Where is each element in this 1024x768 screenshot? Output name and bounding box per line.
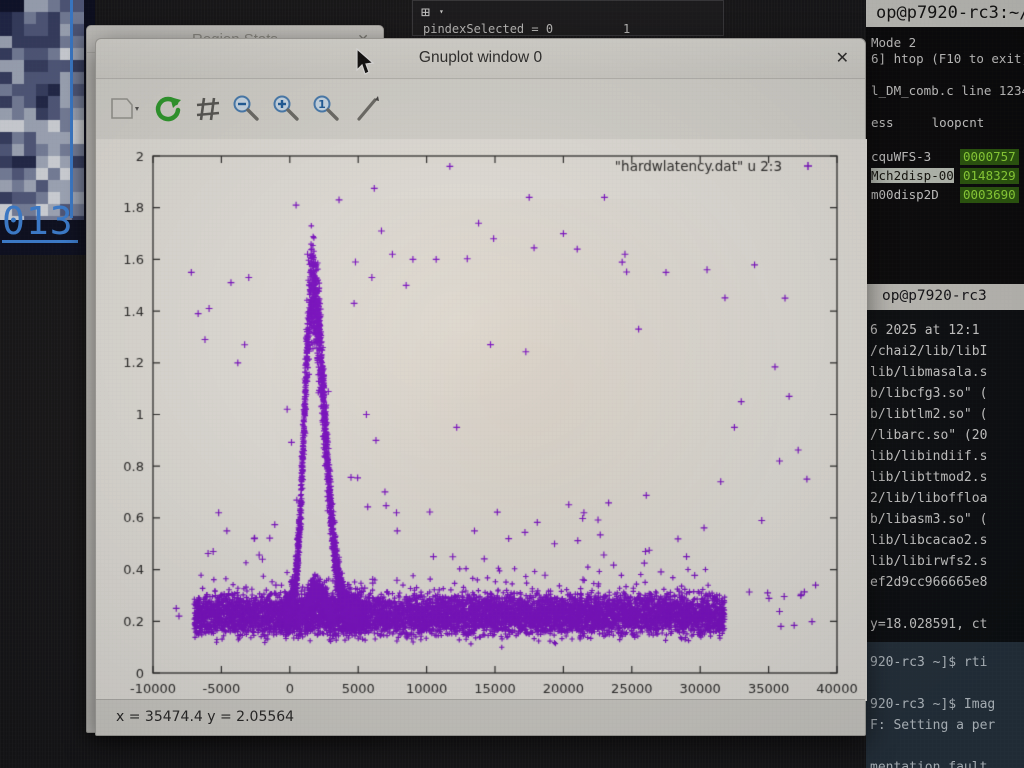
terminal-top-right-window: op@p7920-rc3:~/r Mode 2 6] htop (F10 to e… bbox=[866, 0, 1024, 284]
ruler-tool-button[interactable] bbox=[350, 93, 382, 125]
pen-icon bbox=[357, 96, 379, 121]
gnuplot-toolbar: 1 bbox=[96, 80, 865, 139]
process-table-row: m00disp2D 0003690 bbox=[871, 187, 1024, 204]
terminal-line bbox=[871, 99, 1024, 115]
terminal-line: lib/libcacao2.s bbox=[870, 533, 988, 548]
terminal-line: ef2d9cc966665e8 bbox=[870, 575, 988, 590]
mouse-cursor bbox=[356, 48, 375, 75]
terminal-prompt-line: mentation fault bbox=[870, 760, 988, 768]
terminal-line: Mode 2 bbox=[871, 35, 917, 50]
terminal-line: lib/libirwfs2.s bbox=[870, 554, 988, 569]
terminal-prompt-line bbox=[870, 673, 1024, 694]
terminal-line: b/libasm3.so" ( bbox=[870, 512, 988, 527]
process-table-row: Mch2disp-00 0148329 bbox=[871, 168, 1024, 185]
replot-button[interactable] bbox=[152, 93, 184, 125]
refresh-icon bbox=[155, 96, 181, 122]
terminal-prompt-line bbox=[870, 736, 1024, 757]
close-icon[interactable]: ✕ bbox=[835, 50, 849, 67]
gnuplot-plot-area[interactable] bbox=[96, 139, 867, 701]
terminal-content: 6 2025 at 12:1/chai2/lib/libI lib/libmasa… bbox=[866, 310, 1024, 642]
terminal-line: l_DM_comb.c line 1234 (f bbox=[871, 83, 1024, 98]
terminal-line: lib/libttmod2.s bbox=[870, 470, 988, 485]
terminal-line: 2/lib/liboffloa bbox=[870, 491, 988, 506]
export-icon bbox=[111, 98, 139, 119]
grid-toggle-button[interactable] bbox=[192, 93, 224, 125]
zoom-out-icon bbox=[233, 95, 259, 121]
terminal-titlebar[interactable]: op@p7920-rc3 bbox=[866, 284, 1024, 310]
zoom-reset-icon: 1 bbox=[313, 95, 339, 121]
terminal-right-window: op@p7920-rc3 6 2025 at 12:1/chai2/lib/li… bbox=[866, 284, 1024, 768]
terminal-prompt-area[interactable]: 920-rc3 ~]$ rti 920-rc3 ~]$ Imag F: Setti… bbox=[866, 642, 1024, 768]
svg-text:1: 1 bbox=[318, 98, 326, 111]
terminal-line: y=18.028591, ct bbox=[870, 617, 988, 632]
loopcnt-value: 0148329 bbox=[960, 168, 1019, 184]
terminal-line: 6] htop (F10 to exit) bbox=[871, 51, 1024, 66]
selection-border bbox=[70, 0, 73, 218]
zoom-out-button[interactable] bbox=[230, 93, 262, 125]
mouse-coordinates-statusbar: x = 35474.4 y = 2.05564 bbox=[96, 699, 865, 735]
terminal-output-line: pindexSelected = 0 bbox=[423, 22, 554, 36]
terminal-line: b/libcfg3.so" ( bbox=[870, 386, 988, 401]
loopcnt-value: 0000757 bbox=[960, 149, 1019, 165]
terminal-output-value: 1 bbox=[623, 22, 631, 36]
loopcnt-value: 0003690 bbox=[960, 187, 1019, 203]
zoom-reset-button[interactable]: 1 bbox=[310, 93, 342, 125]
gnuplot-titlebar[interactable]: Gnuplot window 0 ✕ bbox=[96, 39, 865, 79]
caret-down-icon: ▾ bbox=[439, 7, 444, 16]
export-button[interactable] bbox=[108, 93, 140, 125]
grid-menu-icon[interactable]: ⊞ bbox=[421, 3, 431, 21]
terminal-line: lib/libmasala.s bbox=[870, 365, 988, 380]
terminal-prompt-line: 920-rc3 ~]$ rti bbox=[870, 655, 988, 670]
terminal-line: 6 2025 at 12:1 bbox=[870, 323, 980, 338]
terminal-line: lib/libindiif.s bbox=[870, 449, 988, 464]
window-title: Gnuplot window 0 bbox=[418, 49, 543, 66]
terminal-line: b/libtlm2.so" ( bbox=[870, 407, 988, 422]
terminal-titlebar[interactable]: op@p7920-rc3:~/r bbox=[866, 0, 1024, 27]
terminal-line: /chai2/lib/libI bbox=[870, 344, 988, 359]
thumbnail-value-label: 013 bbox=[2, 202, 78, 243]
process-table-row: cquWFS-3 0000757 bbox=[871, 149, 1024, 166]
terminal-line: /libarc.so" (20 bbox=[870, 428, 988, 443]
terminal-prompt-line: 920-rc3 ~]$ Imag bbox=[870, 697, 996, 712]
terminal-prompt-line: F: Setting a per bbox=[870, 718, 996, 733]
gnuplot-window: Gnuplot window 0 ✕ bbox=[95, 38, 867, 736]
zoom-in-icon bbox=[273, 95, 299, 121]
process-table-header: ess loopcnt bbox=[871, 115, 985, 130]
terminal-content: Mode 2 6] htop (F10 to exit) l_DM_comb.c … bbox=[866, 27, 1024, 284]
terminal-line bbox=[870, 593, 1024, 614]
top-terminal-window: ⊞ ▾ pindexSelected = 0 1 bbox=[412, 0, 724, 36]
pixel-thumbnail: 013 bbox=[0, 0, 95, 255]
terminal-line bbox=[871, 67, 1024, 83]
grid-icon bbox=[196, 97, 220, 121]
zoom-in-button[interactable] bbox=[270, 93, 302, 125]
